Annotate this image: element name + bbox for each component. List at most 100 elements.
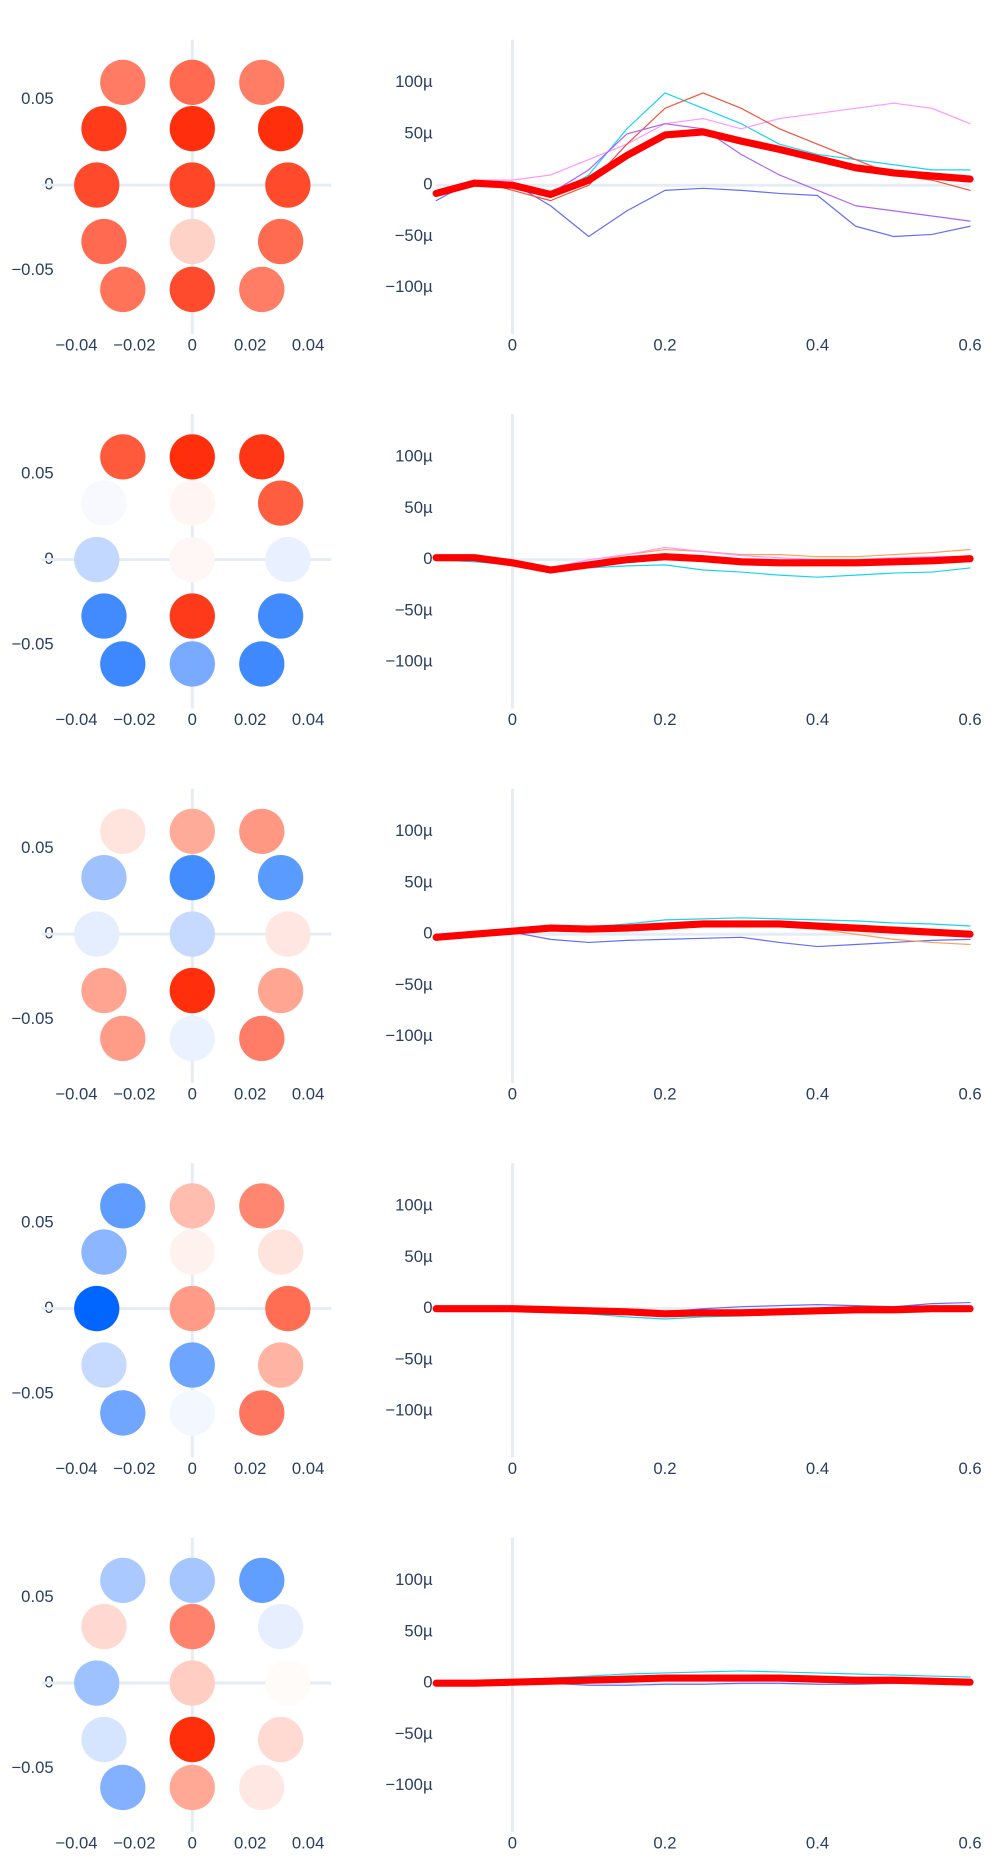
electrode	[265, 162, 311, 208]
electrode	[81, 967, 127, 1014]
x-tick-label: 0.2	[653, 710, 676, 729]
x-tick-label: −0.02	[113, 1833, 155, 1852]
x-tick-label: 0.02	[234, 710, 266, 729]
electrode	[265, 1285, 311, 1332]
channel-line	[435, 92, 971, 199]
y-tick-label: 100µ	[395, 1570, 433, 1589]
x-tick-label: 0	[508, 335, 517, 354]
electrode	[257, 218, 304, 265]
x-tick-label: 0.02	[234, 1459, 266, 1478]
electrode	[169, 105, 215, 152]
y-tick-label: −0.05	[11, 1758, 53, 1777]
x-tick-label: 0	[508, 1084, 517, 1103]
x-tick-label: 0.4	[806, 1084, 829, 1103]
x-tick-label: 0.6	[958, 1833, 981, 1852]
x-tick-label: 0.4	[806, 710, 829, 729]
electrode	[81, 854, 127, 901]
electrode	[81, 218, 127, 265]
electrode	[239, 266, 285, 313]
y-tick-label: 0	[423, 175, 432, 194]
electrode	[100, 1557, 146, 1604]
y-tick-label: −100µ	[385, 1775, 433, 1794]
x-tick-label: 0	[188, 1459, 197, 1478]
y-tick-label: −100µ	[385, 652, 433, 671]
x-tick-label: 0.04	[292, 335, 324, 354]
x-tick-label: 0	[188, 710, 197, 729]
x-tick-label: 0.04	[292, 1833, 324, 1852]
electrode	[169, 1183, 215, 1229]
electrode	[169, 1285, 215, 1332]
electrode	[265, 911, 311, 957]
electrode	[74, 911, 120, 957]
electrode	[100, 434, 146, 480]
electrode	[81, 1716, 127, 1763]
electrode	[257, 967, 304, 1014]
x-tick-label: 0.4	[806, 335, 829, 354]
electrode	[257, 1229, 304, 1275]
x-tick-label: 0	[508, 710, 517, 729]
electrode	[239, 1015, 285, 1062]
electrode	[100, 1183, 146, 1229]
y-tick-label: 50µ	[404, 872, 433, 891]
y-tick-label: −50µ	[395, 226, 433, 245]
electrode	[169, 1015, 215, 1062]
electrode	[169, 218, 215, 265]
electrode	[74, 1660, 120, 1706]
y-tick-label: −100µ	[385, 1401, 433, 1420]
x-tick-label: 0.02	[234, 1084, 266, 1103]
x-tick-label: −0.02	[113, 710, 155, 729]
x-tick-label: 0.02	[234, 335, 266, 354]
x-tick-label: 0.02	[234, 1833, 266, 1852]
electrode	[81, 105, 127, 152]
y-tick-label: 0.05	[21, 89, 53, 108]
electrode	[169, 911, 215, 957]
y-tick-label: 0	[423, 1298, 432, 1317]
x-tick-label: −0.02	[113, 335, 155, 354]
channel-line	[432, 128, 974, 199]
y-tick-label: 0.05	[21, 1212, 53, 1231]
x-tick-label: 0.4	[806, 1833, 829, 1852]
electrode	[239, 641, 285, 687]
x-tick-label: 0.04	[292, 1084, 324, 1103]
y-tick-label: −0.05	[11, 1384, 53, 1403]
electrode	[257, 1716, 304, 1763]
electrode	[169, 593, 215, 639]
y-tick-label: −50µ	[395, 600, 433, 619]
y-tick-label: 100µ	[395, 72, 433, 91]
y-tick-label: 100µ	[395, 821, 433, 840]
y-tick-label: 0.05	[21, 838, 53, 857]
electrode	[169, 266, 215, 313]
electrode	[100, 808, 146, 855]
x-tick-label: −0.04	[55, 710, 97, 729]
y-tick-label: −0.05	[11, 635, 53, 654]
electrode	[81, 593, 127, 639]
y-tick-label: 0	[423, 1673, 432, 1692]
electrode	[239, 1557, 285, 1604]
channel-line	[432, 553, 974, 574]
y-tick-label: 50µ	[404, 1621, 433, 1640]
x-tick-label: −0.02	[113, 1084, 155, 1103]
electrode	[100, 1015, 146, 1062]
electrode	[169, 1229, 215, 1275]
electrode	[239, 1390, 285, 1436]
electrode	[169, 1342, 215, 1388]
electrode	[257, 593, 304, 639]
electrode	[169, 641, 215, 687]
x-tick-label: 0	[188, 335, 197, 354]
electrode	[239, 808, 285, 855]
x-tick-label: 0.6	[958, 1459, 981, 1478]
electrode	[74, 162, 120, 208]
x-tick-label: −0.04	[55, 1833, 97, 1852]
electrode	[81, 480, 127, 526]
electrode	[100, 266, 146, 313]
y-tick-label: −50µ	[395, 975, 433, 994]
x-tick-label: 0.2	[653, 1084, 676, 1103]
x-tick-label: 0.6	[958, 1084, 981, 1103]
channel-line	[435, 931, 971, 948]
electrode	[81, 1342, 127, 1388]
electrode	[81, 1603, 127, 1650]
electrode	[239, 1764, 285, 1811]
electrode	[265, 536, 311, 583]
electrode	[169, 1603, 215, 1650]
